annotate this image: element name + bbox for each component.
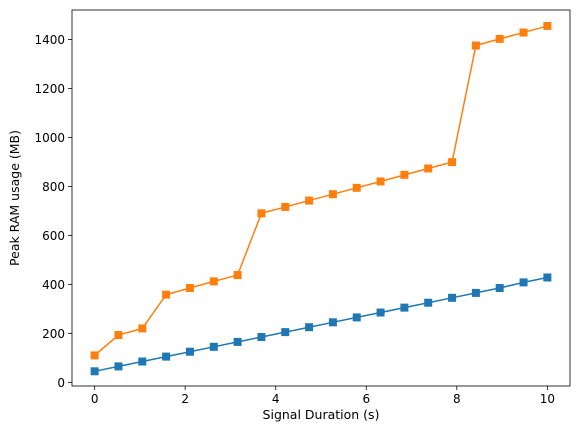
series-2-point <box>305 196 314 205</box>
series-2-point <box>376 177 385 186</box>
series-1-point <box>162 352 171 361</box>
series-1-point <box>400 303 409 312</box>
series-2-point <box>424 164 433 173</box>
series-1-point <box>257 333 266 342</box>
series-1-point <box>233 337 242 346</box>
series-2-point <box>138 324 147 333</box>
series-2-point <box>233 271 242 280</box>
y-tick-label: 600 <box>42 229 65 243</box>
series-1-point <box>543 273 552 282</box>
series-1-point <box>352 313 361 322</box>
y-tick-label: 1400 <box>34 33 65 47</box>
series-2-point <box>400 170 409 179</box>
series-1-point <box>281 328 290 337</box>
series-1-point <box>519 278 528 287</box>
plot-frame <box>71 9 571 387</box>
x-tick-label: 2 <box>181 392 189 406</box>
series-1-point <box>328 318 337 327</box>
series-1-point <box>305 323 314 332</box>
series-2-point <box>114 331 123 340</box>
plot-marks <box>90 21 552 376</box>
series-2-point <box>209 277 218 286</box>
y-axis-label: Peak RAM usage (MB) <box>7 130 22 266</box>
series-2-point <box>328 190 337 199</box>
x-tick-label: 4 <box>272 392 280 406</box>
series-2-point <box>90 351 99 360</box>
series-1-point <box>424 298 433 307</box>
series-2-point <box>495 34 504 43</box>
x-tick-label: 10 <box>540 392 555 406</box>
series-1-point <box>138 357 147 366</box>
y-tick-label: 1000 <box>34 131 65 145</box>
x-tick-label: 6 <box>362 392 370 406</box>
series-1-point <box>209 342 218 351</box>
series-1-point <box>495 284 504 293</box>
series-2-point <box>448 158 457 167</box>
series-2-point <box>352 183 361 192</box>
y-axis-ticks: 0 200 400 600 800 1000 1200 1400 <box>34 33 72 390</box>
series-2-point <box>162 290 171 299</box>
y-tick-label: 0 <box>57 376 65 390</box>
series-2-point <box>471 41 480 50</box>
x-axis-ticks: 0 2 4 6 8 10 <box>91 386 555 406</box>
series-1-point <box>185 347 194 356</box>
y-tick-label: 1200 <box>34 82 65 96</box>
series-2-point <box>257 209 266 218</box>
y-tick-label: 200 <box>42 327 65 341</box>
series-2-point <box>281 202 290 211</box>
series-2-line <box>94 25 548 356</box>
series-2-point <box>519 28 528 37</box>
series-1-point <box>114 362 123 371</box>
series-1-point <box>448 293 457 302</box>
series-1-point <box>376 308 385 317</box>
y-tick-label: 800 <box>42 180 65 194</box>
series-1-point <box>471 288 480 297</box>
series-2-point <box>543 21 552 30</box>
series-2-point <box>185 284 194 293</box>
x-axis-label: Signal Duration (s) <box>263 407 380 422</box>
x-tick-label: 0 <box>91 392 99 406</box>
series-1-point <box>90 367 99 376</box>
x-tick-label: 8 <box>453 392 461 406</box>
y-tick-label: 400 <box>42 278 65 292</box>
